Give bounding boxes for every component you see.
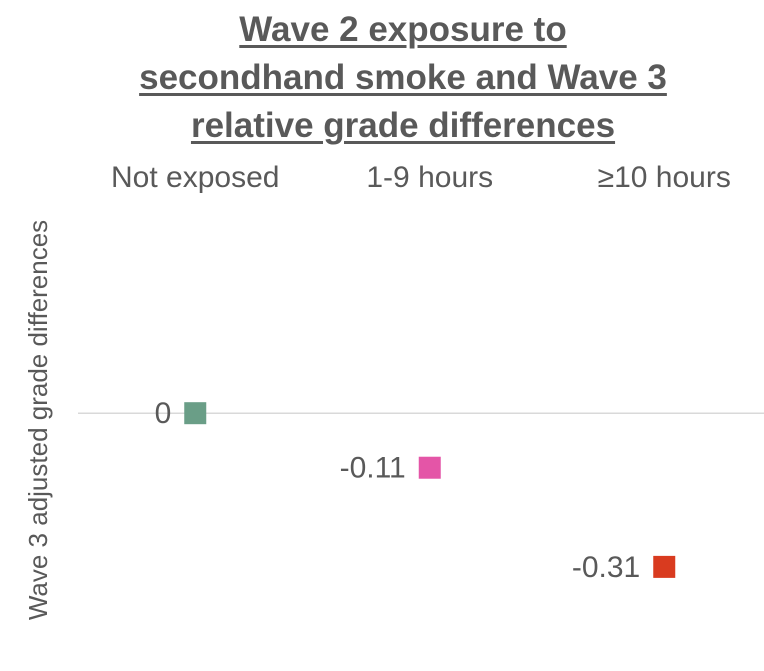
data-label: -0.11 bbox=[340, 452, 406, 485]
data-label: 0 bbox=[155, 397, 172, 430]
category-label: ≥10 hours bbox=[598, 161, 731, 194]
marker bbox=[184, 402, 207, 425]
category-label: Not exposed bbox=[111, 161, 279, 194]
marker bbox=[418, 456, 441, 479]
category-label: 1-9 hours bbox=[366, 161, 493, 194]
chart-title: Wave 2 exposure to secondhand smoke and … bbox=[139, 10, 667, 145]
y-axis-label: Wave 3 adjusted grade differences bbox=[23, 220, 53, 620]
marker bbox=[653, 555, 676, 578]
data-label: -0.31 bbox=[572, 551, 640, 584]
